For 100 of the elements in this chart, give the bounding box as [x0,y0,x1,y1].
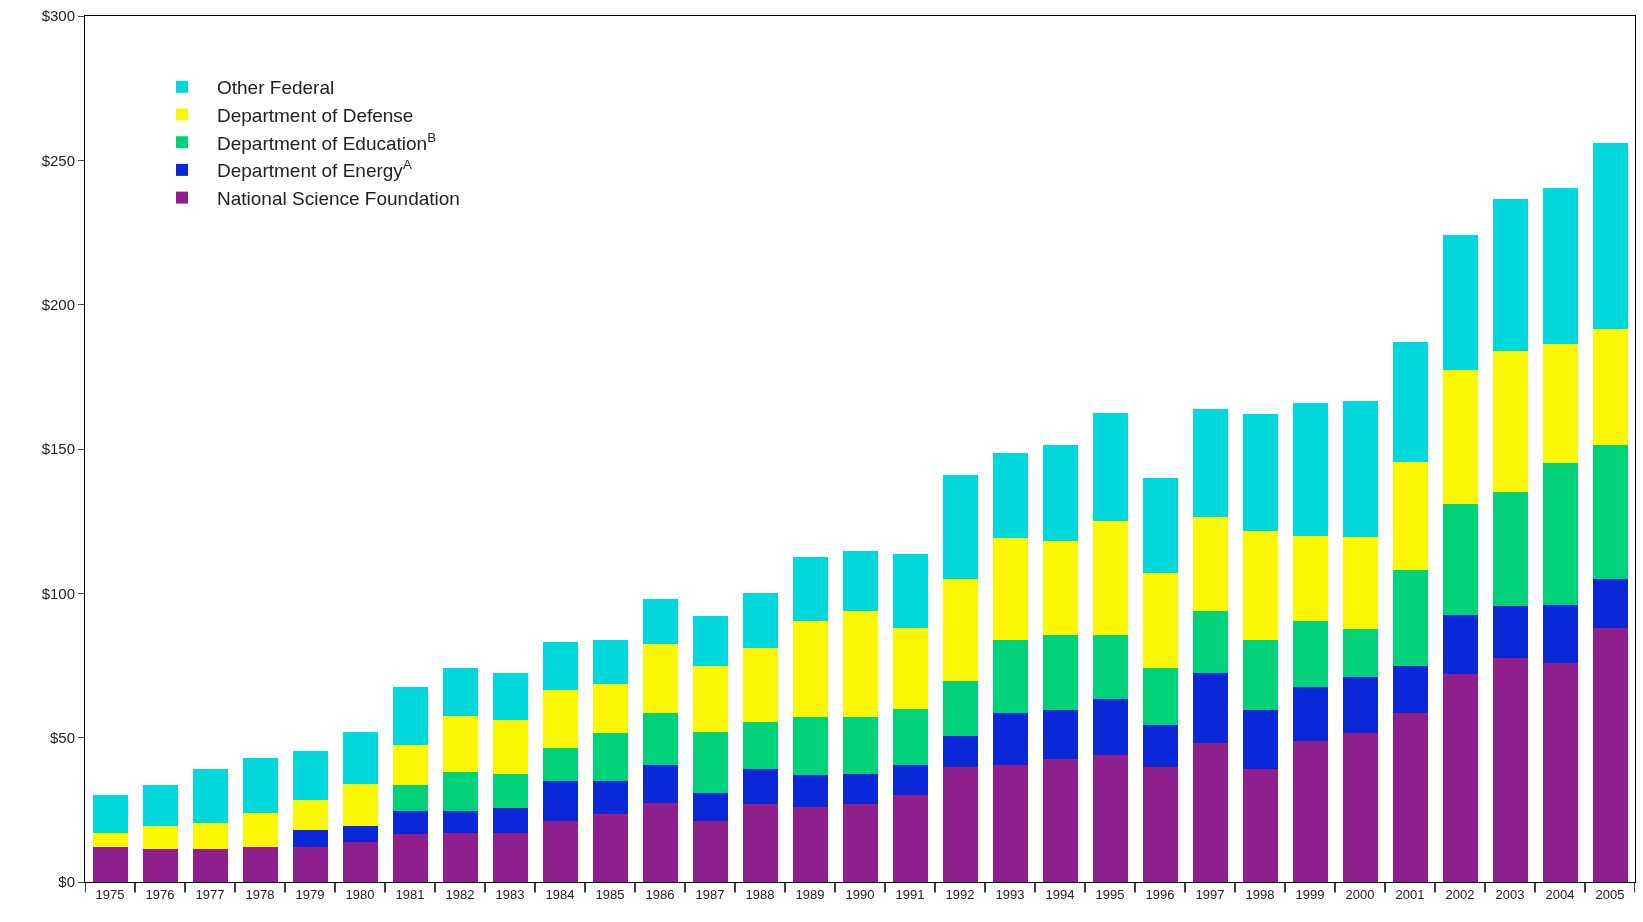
bar [1142,668,1178,725]
bar [142,825,178,849]
bar [792,806,828,882]
bar [1492,492,1528,607]
bar [1242,710,1278,770]
bar [1392,570,1428,666]
bar [292,847,328,882]
bar [1542,343,1578,464]
bar [342,841,378,882]
y-tick-label: $150 [41,440,75,458]
legend-label: Department of Energy$^{A}$ [217,157,412,182]
bar [1192,408,1228,517]
bar [1592,627,1628,882]
bar [92,847,128,882]
bar [392,785,428,812]
bar [592,814,628,882]
y-tick-label: $100 [41,584,75,602]
bar [1542,463,1578,605]
x-tick-label: 1982 [445,886,475,902]
bar [1442,369,1478,504]
x-tick-label: 1989 [795,886,825,902]
bar [1392,342,1428,462]
bar [392,744,428,786]
bar [1092,635,1128,699]
bar [1542,662,1578,882]
bar [1142,477,1178,574]
bar [1042,444,1078,542]
x-tick-label: 2003 [1495,886,1525,902]
bar [1492,606,1528,659]
bar [842,551,878,611]
bar [742,769,778,805]
bar [492,773,528,809]
bar [342,731,378,784]
bar [242,757,278,813]
bar [1092,521,1128,636]
x-tick-label: 2001 [1395,886,1425,902]
bar [1492,350,1528,493]
bar [792,620,828,718]
bar [1492,199,1528,351]
bar [1042,710,1078,760]
bar [742,648,778,722]
bar [292,830,328,848]
x-tick-label: 1999 [1295,886,1325,902]
bar [792,717,828,776]
x-tick-label: 1991 [895,886,925,902]
bar [1342,401,1378,538]
bar [1442,235,1478,370]
x-tick-label: 1987 [695,886,725,902]
bar [1442,503,1478,615]
bar [192,769,228,823]
bar [1142,766,1178,882]
x-tick-label: 1990 [845,886,875,902]
bar [992,639,1028,714]
bar [942,474,978,579]
bar [1242,531,1278,640]
bar [1242,639,1278,711]
bar [1592,329,1628,445]
bar [1042,541,1078,636]
bar [892,627,928,709]
bar [1242,414,1278,532]
bar [1192,516,1228,611]
bar [342,783,378,826]
bar [92,832,128,848]
bar [642,802,678,882]
bar [242,812,278,848]
bar [1442,614,1478,675]
x-tick-label: 1978 [245,886,275,902]
bar [842,773,878,805]
x-tick-label: 1992 [945,886,975,902]
bar [92,795,128,833]
bar [592,639,628,685]
bar [442,832,478,882]
bar [1142,573,1178,669]
bar [892,795,928,882]
x-tick-label: 1995 [1095,886,1125,902]
bar [592,733,628,781]
bar [1242,769,1278,882]
bar [1042,759,1078,882]
bar [792,775,828,807]
bar [642,765,678,803]
bar [392,811,428,835]
bar [842,717,878,774]
bar [1392,461,1428,571]
bar [1342,629,1378,678]
bar [1492,658,1528,882]
bar [842,610,878,718]
y-tick-label: $0 [58,873,75,891]
bar [642,599,678,644]
bar [592,684,628,734]
bar [742,721,778,770]
x-tick-label: 1988 [745,886,775,902]
bar [792,557,828,621]
bar [1292,535,1328,621]
bar [1592,578,1628,628]
x-tick-label: 1980 [345,886,375,902]
bar [642,713,678,766]
x-tick-label: 1976 [145,886,175,902]
x-tick-label: 1984 [545,886,575,902]
x-tick-label: 1996 [1145,886,1175,902]
bar [392,834,428,882]
